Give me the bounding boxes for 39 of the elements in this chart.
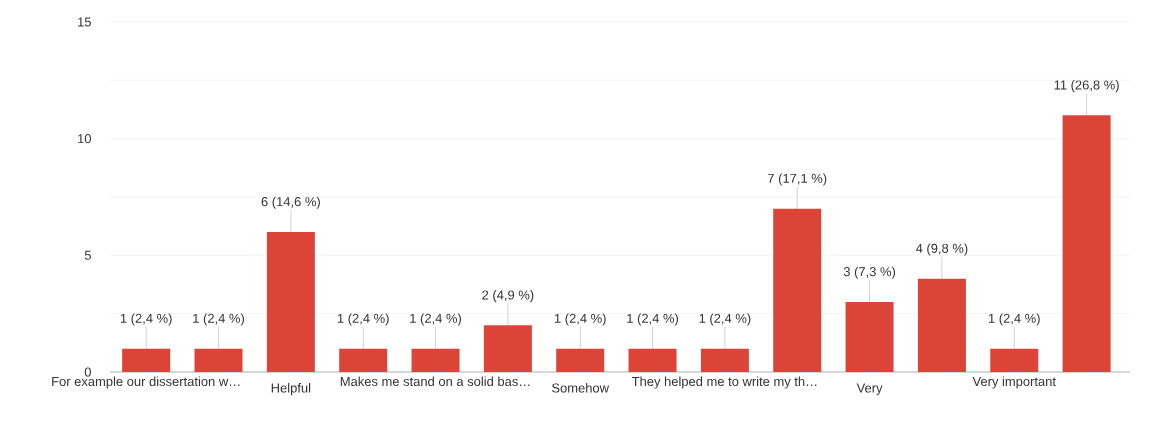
- data-label: 1 (2,4 %): [410, 313, 461, 326]
- x-tick-label: Very: [856, 383, 883, 396]
- bar: [700, 348, 749, 372]
- data-label: 1 (2,4 %): [988, 313, 1040, 326]
- x-tick-label: Very important: [972, 376, 1056, 389]
- data-label: 2 (4,9 %): [482, 290, 534, 303]
- data-label: 1 (2,4 %): [554, 313, 606, 326]
- data-label: 7 (17,1 %): [768, 173, 827, 186]
- x-tick-label: Makes me stand on a solid bas…: [340, 376, 530, 387]
- data-label: 1 (2,4 %): [627, 313, 679, 326]
- x-tick-label: Somehow: [552, 383, 610, 393]
- data-label: 3 (7,3 %): [843, 266, 896, 279]
- data-label: 1 (2,4 %): [120, 313, 172, 326]
- bar: [1062, 115, 1111, 372]
- bar: [917, 278, 966, 372]
- data-label: 1 (2,4 %): [193, 313, 244, 326]
- data-label: 11 (26,8 %): [1054, 80, 1119, 93]
- data-label: 4 (9,8 %): [915, 243, 968, 256]
- x-tick-label: They helped me to write my th…: [631, 376, 817, 389]
- y-tick-label: 0: [84, 367, 91, 377]
- x-tick-label: For example our dissertation w…: [52, 376, 240, 389]
- bar: [556, 348, 605, 372]
- data-label: 6 (14,6 %): [261, 196, 320, 209]
- bar: [266, 232, 315, 372]
- bar: [845, 302, 894, 372]
- bar: [194, 348, 243, 372]
- data-label: 1 (2,4 %): [337, 313, 389, 326]
- bar: [773, 208, 822, 372]
- bar: [990, 348, 1039, 372]
- x-tick-label: Helpful: [271, 383, 311, 396]
- y-tick-label: 5: [84, 250, 91, 260]
- bar: [339, 348, 388, 372]
- y-tick-label: 10: [78, 134, 91, 144]
- y-tick-label: 15: [78, 17, 91, 27]
- bar: [411, 348, 460, 372]
- bar: [483, 325, 532, 372]
- bar: [628, 348, 677, 372]
- bar: [122, 348, 171, 372]
- data-label: 1 (2,4 %): [699, 313, 751, 326]
